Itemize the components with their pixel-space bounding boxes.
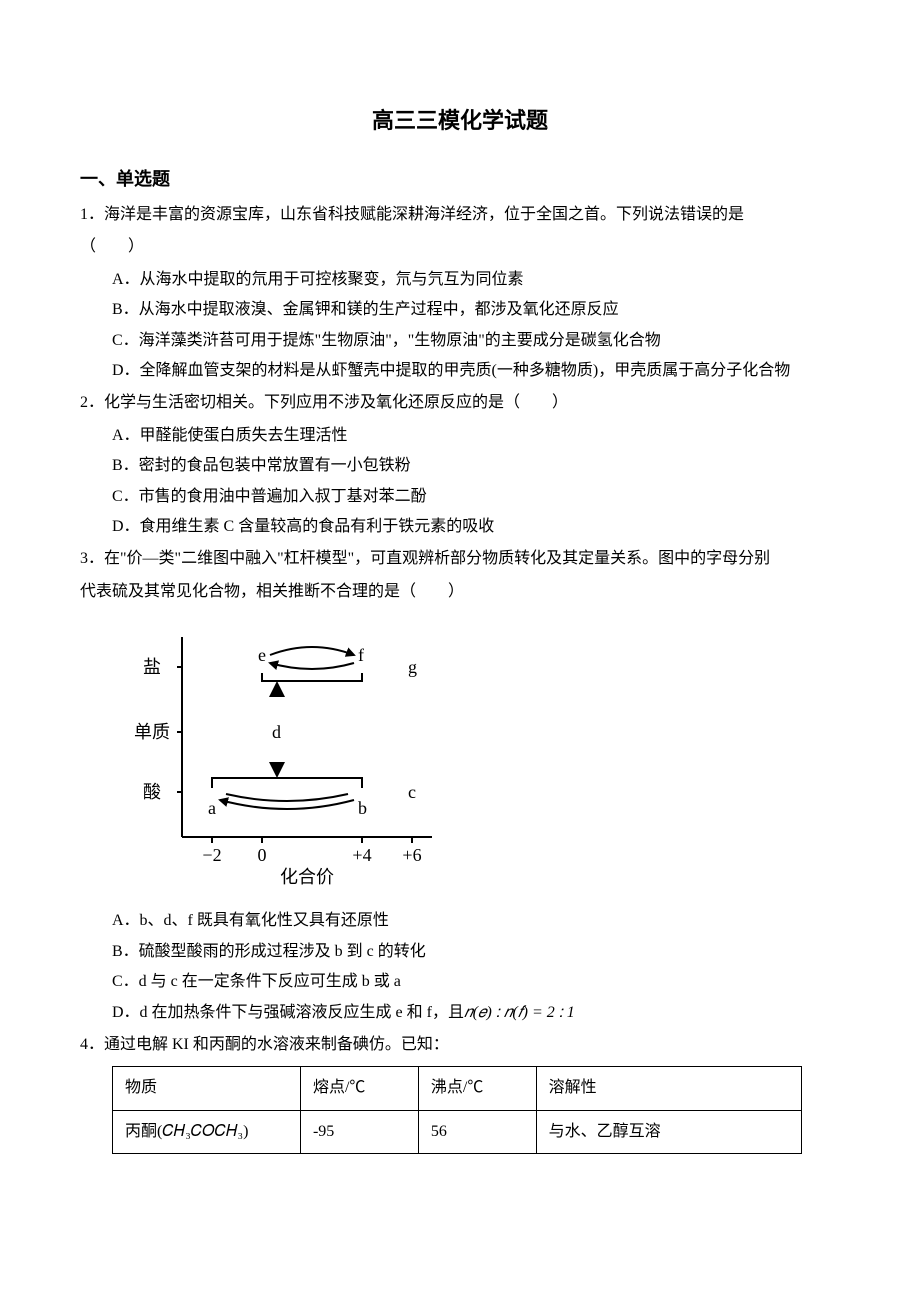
table-row: 丙酮(𝐶𝐻₃𝐶𝑂𝐶𝐻₃) -95 56 与水、乙醇互溶 xyxy=(113,1110,802,1153)
table-header-bp: 沸点/℃ xyxy=(418,1067,536,1110)
table-header-solubility: 溶解性 xyxy=(536,1067,801,1110)
svg-text:c: c xyxy=(408,782,416,802)
question-1-stem-b: （ ） xyxy=(80,232,840,262)
table-cell-solubility: 与水、乙醇互溶 xyxy=(536,1110,801,1153)
question-2-stem: 2．化学与生活密切相关。下列应用不涉及氧化还原反应的是（ ） xyxy=(80,388,840,418)
svg-text:+4: +4 xyxy=(352,845,371,865)
svg-text:f: f xyxy=(358,645,364,665)
question-3-option-c: C．d 与 c 在一定条件下反应可生成 b 或 a xyxy=(112,967,840,997)
svg-text:单质: 单质 xyxy=(134,722,170,742)
question-3-stem-a: 3．在"价—类"二维图中融入"杠杆模型"，可直观辨析部分物质转化及其定量关系。图… xyxy=(80,544,840,574)
table-header-substance: 物质 xyxy=(113,1067,301,1110)
section-1-heading: 一、单选题 xyxy=(80,162,840,196)
question-4-stem: 4．通过电解 KI 和丙酮的水溶液来制备碘仿。已知： xyxy=(80,1030,840,1060)
svg-text:d: d xyxy=(272,722,281,742)
svg-text:−2: −2 xyxy=(202,845,221,865)
table-cell-bp: 56 xyxy=(418,1110,536,1153)
question-3-stem-b: 代表硫及其常见化合物，相关推断不合理的是（ ） xyxy=(80,577,840,607)
svg-text:化合价: 化合价 xyxy=(280,867,334,887)
question-3-option-a: A．b、d、f 既具有氧化性又具有还原性 xyxy=(112,906,840,936)
question-3-diagram: 盐单质酸 −2 0 +4 +6 化合价 e f g d a b c xyxy=(112,617,840,898)
svg-text:e: e xyxy=(258,645,266,665)
question-1-option-c: C．海洋藻类浒苔可用于提炼"生物原油"，"生物原油"的主要成分是碳氢化合物 xyxy=(112,326,840,356)
svg-text:盐: 盐 xyxy=(143,657,161,677)
table-header-mp: 熔点/℃ xyxy=(300,1067,418,1110)
table-cell-mp: -95 xyxy=(300,1110,418,1153)
svg-text:g: g xyxy=(408,657,417,677)
svg-text:+6: +6 xyxy=(402,845,421,865)
question-4-table: 物质 熔点/℃ 沸点/℃ 溶解性 丙酮(𝐶𝐻₃𝐶𝑂𝐶𝐻₃) -95 56 与水、… xyxy=(112,1066,802,1154)
svg-text:a: a xyxy=(208,798,216,818)
page-title: 高三三模化学试题 xyxy=(80,100,840,142)
question-2-option-d: D．食用维生素 C 含量较高的食品有利于铁元素的吸收 xyxy=(112,512,840,542)
question-3-option-d-pre: D．d 在加热条件下与强碱溶液反应生成 e 和 f，且 xyxy=(112,1004,464,1021)
question-1-option-d: D．全降解血管支架的材料是从虾蟹壳中提取的甲壳质(一种多糖物质)，甲壳质属于高分… xyxy=(112,356,840,386)
question-2-option-b: B．密封的食品包装中常放置有一小包铁粉 xyxy=(112,451,840,481)
question-3-option-b: B．硫酸型酸雨的形成过程涉及 b 到 c 的转化 xyxy=(112,937,840,967)
question-2-option-a: A．甲醛能使蛋白质失去生理活性 xyxy=(112,421,840,451)
question-2-option-c: C．市售的食用油中普遍加入叔丁基对苯二酚 xyxy=(112,482,840,512)
question-3-option-d: D．d 在加热条件下与强碱溶液反应生成 e 和 f，且𝑛(𝑒) ∶ 𝑛(𝑓) =… xyxy=(112,998,840,1028)
table-row: 物质 熔点/℃ 沸点/℃ 溶解性 xyxy=(113,1067,802,1110)
svg-text:0: 0 xyxy=(258,845,267,865)
svg-text:b: b xyxy=(358,798,367,818)
question-1-option-b: B．从海水中提取液溴、金属钾和镁的生产过程中，都涉及氧化还原反应 xyxy=(112,295,840,325)
question-1-stem-a: 1．海洋是丰富的资源宝库，山东省科技赋能深耕海洋经济，位于全国之首。下列说法错误… xyxy=(80,200,840,230)
table-cell-substance: 丙酮(𝐶𝐻₃𝐶𝑂𝐶𝐻₃) xyxy=(113,1110,301,1153)
svg-text:酸: 酸 xyxy=(143,782,161,802)
question-1-option-a: A．从海水中提取的氘用于可控核聚变，氘与氕互为同位素 xyxy=(112,265,840,295)
question-3-option-d-math: 𝑛(𝑒) ∶ 𝑛(𝑓) = 2 ∶ 1 xyxy=(464,1004,575,1021)
